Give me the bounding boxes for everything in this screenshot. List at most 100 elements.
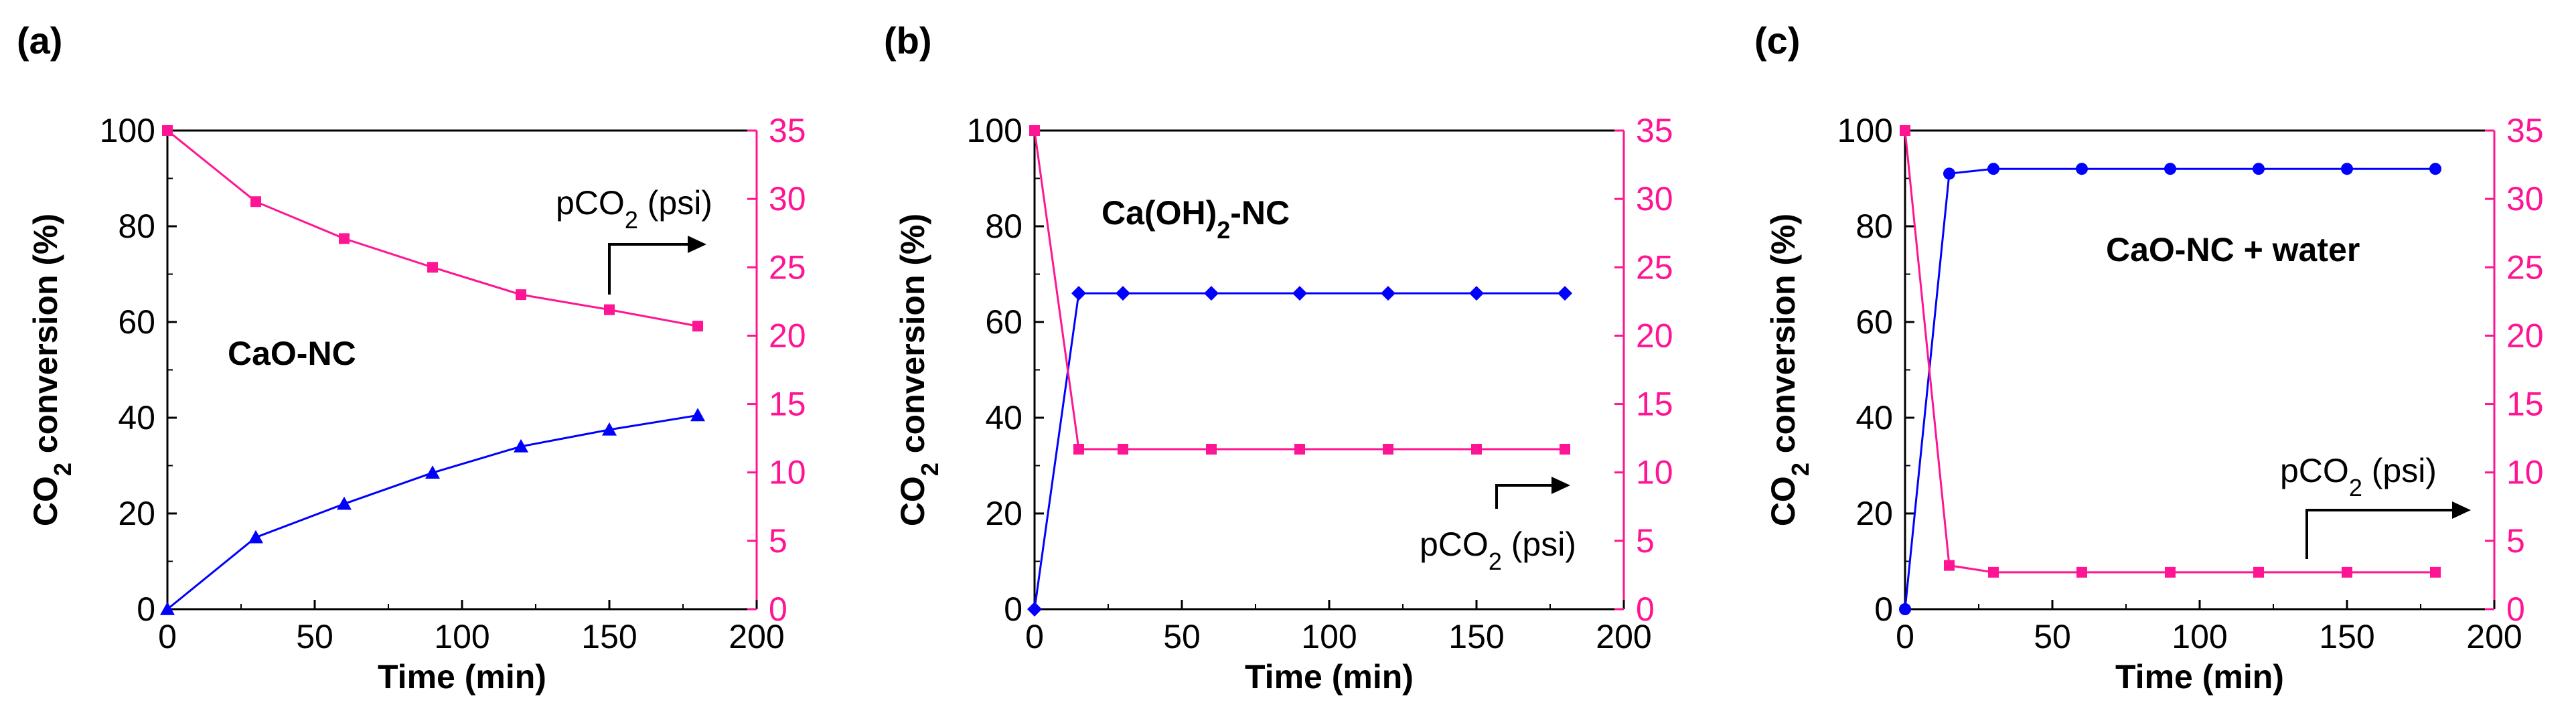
y-right-tick-label: 0 bbox=[2506, 590, 2525, 628]
data-point-co2-conversion bbox=[514, 438, 528, 453]
x-tick-label: 150 bbox=[2319, 618, 2374, 655]
data-point-pco2 bbox=[1900, 125, 1910, 136]
data-point-pco2 bbox=[1206, 443, 1217, 455]
y-axis-title: CO2 conversion (%) bbox=[1764, 214, 1814, 526]
y-left-tick-label: 100 bbox=[100, 112, 155, 149]
data-point-pco2 bbox=[2253, 566, 2264, 578]
data-point-co2-conversion bbox=[1381, 286, 1395, 301]
data-point-pco2 bbox=[2165, 566, 2176, 578]
data-point-pco2 bbox=[162, 125, 173, 136]
y-right-tick-label: 10 bbox=[1636, 454, 1673, 491]
y-right-tick-label: 20 bbox=[2506, 317, 2544, 354]
y-right-tick-label: 30 bbox=[769, 180, 806, 218]
y-left-tick-label: 40 bbox=[118, 399, 155, 436]
data-point-co2-conversion bbox=[1899, 603, 1911, 615]
sample-label: CaO-NC bbox=[228, 335, 356, 372]
data-point-co2-conversion bbox=[337, 496, 352, 510]
series-line-pco2 bbox=[1033, 130, 1565, 451]
y-left-tick-label: 40 bbox=[1855, 399, 1893, 436]
data-point-pco2 bbox=[2342, 566, 2352, 578]
data-point-pco2 bbox=[2076, 566, 2087, 578]
y-left-tick-label: 20 bbox=[1855, 495, 1893, 532]
data-point-co2-conversion bbox=[248, 530, 263, 544]
data-point-pco2 bbox=[1294, 443, 1305, 455]
data-point-pco2 bbox=[339, 233, 350, 244]
pco2-label: pCO2 (psi) bbox=[2280, 452, 2437, 501]
y-right-tick-label: 5 bbox=[2506, 522, 2525, 560]
arrow-head-icon bbox=[2452, 501, 2471, 519]
y-left-tick-label: 100 bbox=[1837, 112, 1893, 149]
y-left-tick-label: 20 bbox=[985, 495, 1022, 532]
data-point-co2-conversion bbox=[690, 408, 705, 422]
y-right-tick-label: 15 bbox=[2506, 386, 2544, 423]
y-right-tick-label: 20 bbox=[769, 317, 806, 354]
panel-label: (a) bbox=[17, 19, 62, 62]
x-tick-label: 0 bbox=[158, 618, 177, 655]
data-point-co2-conversion bbox=[1116, 286, 1130, 301]
pco2-arrow bbox=[608, 243, 692, 295]
y-left-tick-label: 0 bbox=[1874, 590, 1893, 628]
y-right-tick-label: 35 bbox=[1636, 112, 1673, 149]
pco2-label: pCO2 (psi) bbox=[1420, 526, 1576, 575]
arrow-head-icon bbox=[1551, 477, 1570, 494]
y-right-tick-label: 20 bbox=[1636, 317, 1673, 354]
data-point-pco2 bbox=[1073, 443, 1084, 455]
y-right-tick-label: 25 bbox=[1636, 248, 1673, 286]
y-right-tick-label: 25 bbox=[769, 248, 806, 286]
y-left-tick-label: 60 bbox=[118, 303, 155, 341]
x-tick-label: 200 bbox=[1596, 618, 1651, 655]
x-tick-label: 100 bbox=[434, 618, 489, 655]
data-point-co2-conversion bbox=[425, 465, 440, 479]
y-right-tick-label: 35 bbox=[769, 112, 806, 149]
x-tick-label: 100 bbox=[2172, 618, 2227, 655]
y-right-tick-label: 0 bbox=[769, 590, 787, 628]
data-point-co2-conversion bbox=[1292, 286, 1307, 301]
data-point-co2-conversion bbox=[1071, 286, 1086, 301]
data-point-pco2 bbox=[516, 289, 526, 301]
pco2-arrow bbox=[1495, 484, 1556, 509]
chart-panel-c: (c)0 50 100 150 2000204060801000510152025303… bbox=[1754, 19, 2544, 696]
y-left-tick-label: 0 bbox=[137, 590, 155, 628]
data-point-pco2 bbox=[1988, 566, 1999, 578]
y-left-tick-label: 60 bbox=[1855, 303, 1893, 341]
sample-label: Ca(OH)2-NC bbox=[1102, 194, 1290, 244]
x-tick-label: 50 bbox=[1163, 618, 1201, 655]
panel-label: (c) bbox=[1754, 19, 1800, 62]
x-tick-label: 150 bbox=[581, 618, 637, 655]
x-tick-label: 200 bbox=[729, 618, 784, 655]
y-right-tick-label: 15 bbox=[769, 386, 806, 423]
x-tick-label: 50 bbox=[2034, 618, 2071, 655]
y-left-tick-label: 20 bbox=[118, 495, 155, 532]
y-left-tick-label: 40 bbox=[985, 399, 1022, 436]
data-point-co2-conversion bbox=[1469, 286, 1484, 301]
x-tick-label: 100 bbox=[1301, 618, 1357, 655]
sample-label: CaO-NC + water bbox=[2106, 231, 2360, 268]
x-tick-label: 50 bbox=[296, 618, 333, 655]
data-point-pco2 bbox=[1029, 125, 1040, 136]
data-point-co2-conversion bbox=[160, 602, 175, 615]
pco2-arrow bbox=[2305, 509, 2456, 559]
data-point-co2-conversion bbox=[2341, 163, 2353, 175]
data-point-co2-conversion bbox=[602, 422, 617, 436]
data-point-pco2 bbox=[427, 262, 438, 273]
y-left-tick-label: 80 bbox=[985, 208, 1022, 245]
panel-label: (b) bbox=[884, 19, 932, 62]
chart-panel-b: (b)0 50 100 150 2000204060801000510152025303… bbox=[884, 19, 1673, 696]
data-point-co2-conversion bbox=[1204, 286, 1219, 301]
y-axis-title: CO2 conversion (%) bbox=[27, 214, 76, 526]
y-right-tick-label: 10 bbox=[769, 454, 806, 491]
x-axis-title: Time (min) bbox=[1245, 658, 1414, 696]
data-point-co2-conversion bbox=[1027, 602, 1042, 617]
data-point-co2-conversion bbox=[2429, 163, 2441, 175]
y-right-tick-label: 30 bbox=[1636, 180, 1673, 218]
y-right-tick-label: 30 bbox=[2506, 180, 2544, 218]
data-point-pco2 bbox=[604, 304, 615, 315]
data-point-co2-conversion bbox=[1943, 167, 1955, 180]
pco2-label: pCO2 (psi) bbox=[556, 184, 712, 234]
chart-panel-a: (a)0 50 100 150 2000204060801000510152025303… bbox=[17, 19, 806, 696]
y-right-tick-label: 5 bbox=[1636, 522, 1655, 560]
arrow-head-icon bbox=[688, 236, 706, 253]
x-tick-label: 0 bbox=[1896, 618, 1914, 655]
data-point-pco2 bbox=[250, 196, 261, 208]
